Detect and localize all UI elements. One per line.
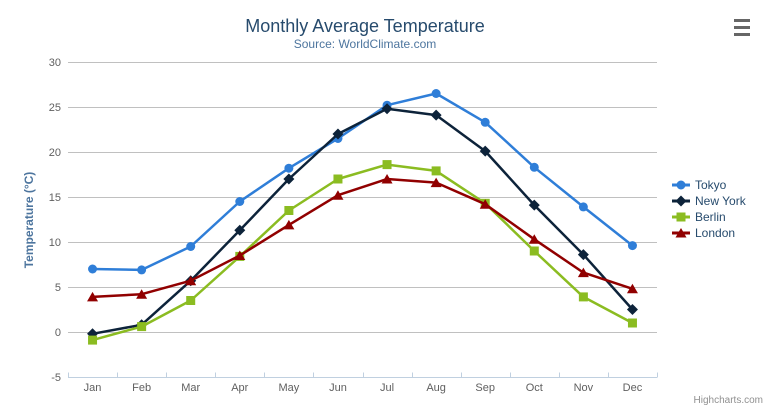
data-point[interactable] bbox=[185, 275, 197, 286]
data-point[interactable] bbox=[136, 289, 148, 299]
series-line bbox=[91, 177, 634, 299]
data-point[interactable] bbox=[381, 103, 393, 115]
legend-marker-icon bbox=[672, 195, 690, 207]
x-axis-label: May bbox=[278, 382, 299, 394]
y-axis-label: -5 bbox=[51, 372, 61, 384]
data-point[interactable] bbox=[627, 241, 637, 251]
data-point[interactable] bbox=[332, 190, 344, 200]
data-point[interactable] bbox=[87, 291, 99, 302]
export-menu-button[interactable] bbox=[733, 16, 751, 37]
data-point[interactable] bbox=[332, 128, 344, 140]
data-point[interactable] bbox=[479, 199, 491, 209]
data-point[interactable] bbox=[431, 166, 441, 176]
credits-link[interactable]: Highcharts.com bbox=[693, 395, 763, 406]
x-axis-label: Jun bbox=[329, 382, 347, 394]
data-point bbox=[675, 195, 687, 207]
data-point[interactable] bbox=[626, 304, 638, 315]
x-axis-label: Aug bbox=[426, 382, 446, 394]
data-point[interactable] bbox=[529, 246, 539, 256]
data-point[interactable] bbox=[283, 219, 295, 230]
data-point[interactable] bbox=[430, 109, 442, 121]
data-point[interactable] bbox=[333, 174, 343, 184]
y-axis-title: Temperature (°C) bbox=[22, 171, 36, 269]
legend: Tokyo New York Berlin London bbox=[672, 177, 746, 241]
series-line bbox=[91, 107, 634, 336]
data-point[interactable] bbox=[627, 318, 637, 328]
legend-item-tokyo[interactable]: Tokyo bbox=[672, 177, 746, 193]
x-axis-label: Nov bbox=[574, 382, 594, 394]
x-axis-label: Sep bbox=[475, 382, 495, 394]
data-point[interactable] bbox=[186, 242, 196, 251]
data-point[interactable] bbox=[528, 234, 540, 244]
data-point[interactable] bbox=[578, 292, 588, 302]
data-point[interactable] bbox=[284, 206, 294, 215]
data-point[interactable] bbox=[626, 283, 638, 294]
x-axis-label: Oct bbox=[526, 382, 543, 394]
data-point[interactable] bbox=[381, 174, 393, 184]
data-point[interactable] bbox=[186, 296, 196, 305]
data-point[interactable] bbox=[528, 199, 540, 211]
x-axis-label: Dec bbox=[623, 382, 643, 394]
series-london[interactable] bbox=[87, 174, 638, 302]
data-point[interactable] bbox=[137, 322, 147, 332]
data-point[interactable] bbox=[480, 117, 490, 127]
x-axis-label: Feb bbox=[132, 382, 151, 394]
data-point[interactable] bbox=[382, 160, 392, 170]
x-axis-label: Jul bbox=[380, 382, 394, 394]
data-point[interactable] bbox=[578, 202, 588, 212]
data-point bbox=[675, 228, 687, 238]
x-axis-label: Apr bbox=[231, 382, 248, 394]
series-line bbox=[91, 163, 634, 342]
chart-subtitle: Source: WorldClimate.com bbox=[293, 37, 437, 51]
data-point bbox=[676, 180, 686, 190]
data-point[interactable] bbox=[234, 224, 246, 236]
data-point[interactable] bbox=[529, 162, 539, 172]
data-point bbox=[676, 212, 686, 222]
data-point[interactable] bbox=[235, 197, 245, 206]
y-axis-label: 25 bbox=[49, 102, 61, 114]
data-point[interactable] bbox=[430, 177, 442, 188]
data-point[interactable] bbox=[577, 249, 589, 261]
data-point[interactable] bbox=[479, 145, 491, 157]
legend-item-berlin[interactable]: Berlin bbox=[672, 209, 746, 225]
x-axis-label: Jan bbox=[84, 382, 102, 394]
legend-item-london[interactable]: London bbox=[672, 225, 746, 241]
series-tokyo[interactable] bbox=[88, 89, 637, 275]
y-axis-label: 20 bbox=[49, 147, 61, 159]
data-point[interactable] bbox=[577, 267, 589, 278]
data-point[interactable] bbox=[88, 335, 98, 345]
legend-label: Tokyo bbox=[695, 178, 727, 192]
y-axis-label: 15 bbox=[49, 192, 61, 204]
chart-title: Monthly Average Temperature bbox=[245, 16, 485, 36]
legend-label: New York bbox=[695, 194, 746, 208]
x-axis-label: Mar bbox=[181, 382, 200, 394]
series-new-york[interactable] bbox=[87, 103, 638, 340]
y-axis-label: 0 bbox=[55, 327, 61, 339]
series-line bbox=[91, 92, 634, 272]
data-point[interactable] bbox=[283, 173, 295, 185]
data-point[interactable] bbox=[137, 265, 147, 275]
y-axis-label: 10 bbox=[49, 237, 61, 249]
legend-label: London bbox=[695, 226, 736, 240]
data-point[interactable] bbox=[284, 163, 294, 173]
legend-marker-icon bbox=[672, 180, 690, 190]
legend-marker-icon bbox=[672, 228, 690, 238]
data-point[interactable] bbox=[88, 264, 98, 274]
y-axis-label: 5 bbox=[55, 282, 61, 294]
hamburger-icon bbox=[734, 19, 750, 36]
legend-marker-icon bbox=[672, 212, 690, 222]
y-axis-label: 30 bbox=[49, 57, 61, 69]
legend-label: Berlin bbox=[695, 210, 726, 224]
data-point[interactable] bbox=[234, 250, 246, 261]
legend-item-new-york[interactable]: New York bbox=[672, 193, 746, 209]
data-point[interactable] bbox=[431, 89, 441, 98]
